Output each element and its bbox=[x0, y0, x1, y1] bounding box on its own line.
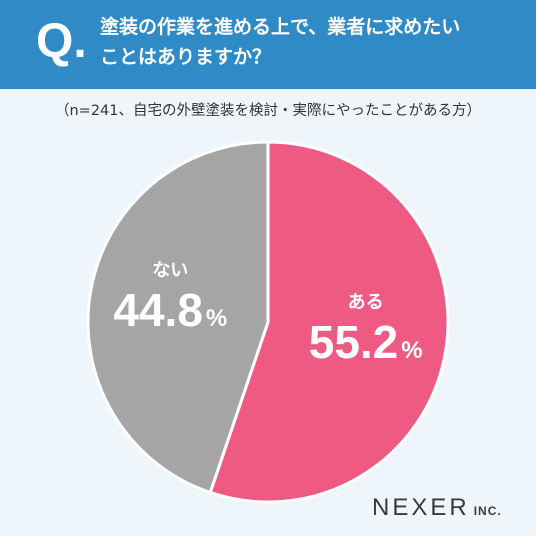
nexer-logo: NEXER INC. bbox=[372, 494, 502, 522]
pie-slice-nai bbox=[86, 140, 270, 495]
question-line-1: 塗装の作業を進める上で、業者に求めたい bbox=[100, 16, 461, 38]
question-line-2: ことはありますか？ bbox=[100, 46, 272, 68]
slice-value-nai: 44.8% bbox=[113, 284, 227, 336]
logo-main: NEXER bbox=[372, 494, 470, 521]
pie-slice-aru bbox=[208, 140, 450, 504]
question-header: Q. 塗装の作業を進める上で、業者に求めたい ことはありますか？ bbox=[0, 0, 536, 89]
slice-label-nai: ない bbox=[152, 260, 188, 281]
slice-label-aru: ある bbox=[348, 292, 384, 313]
logo-suffix: INC. bbox=[473, 504, 502, 518]
sample-note: （n=241、自宅の外壁塗装を検討・実際にやったことがある方） bbox=[54, 103, 481, 119]
question-mark: Q. bbox=[36, 15, 87, 68]
question-text: 塗装の作業を進める上で、業者に求めたい ことはありますか？ bbox=[100, 12, 530, 72]
slice-value-aru: 55.2% bbox=[309, 316, 423, 368]
